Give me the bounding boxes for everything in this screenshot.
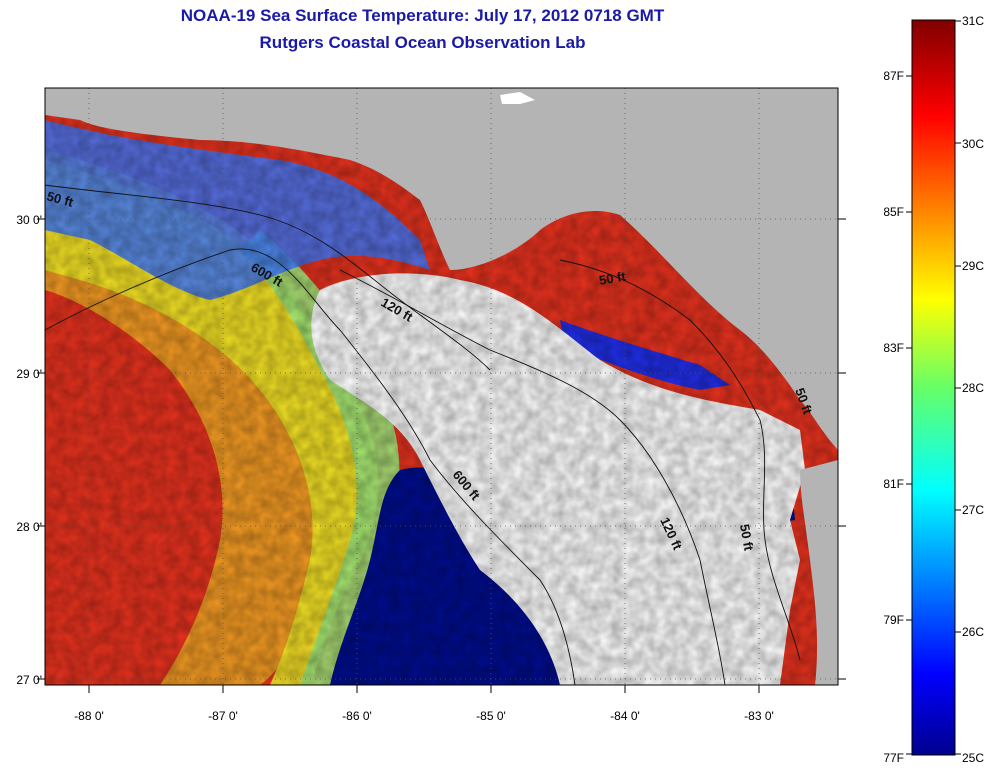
contour-600ft [45,248,576,685]
contour-label-50ft-south: 50 ft [737,523,757,553]
lat-label-27: 27 0' [16,673,42,687]
lon-label-87: -87 0' [208,709,238,723]
map-frame [44,87,839,686]
contour-50ft-east [559,259,801,661]
colorbar-ticks [906,20,961,755]
colorbar-label-87f: 87F [883,69,904,83]
colorbar-label-29c: 29C [962,259,984,273]
lon-label-88: -88 0' [74,709,104,723]
contour-120ft [339,269,726,685]
lat-label-29: 29 0' [16,367,42,381]
land-northern-gulf-coast [45,88,838,450]
land-florida-peninsula [800,460,838,685]
lon-label-85: -85 0' [476,709,506,723]
colorbar-label-26c: 26C [962,625,984,639]
map-title: NOAA-19 Sea Surface Temperature: July 17… [180,6,665,25]
colorbar-label-79f: 79F [883,613,904,627]
lat-label-28: 28 0' [16,520,42,534]
lat-label-30: 30 0' [16,213,42,227]
colorbar-label-83f: 83F [883,341,904,355]
lon-label-86: -86 0' [342,709,372,723]
graticule-grid [45,88,838,685]
colorbar-label-77f: 77F [883,751,904,765]
lon-label-84: -84 0' [610,709,640,723]
lon-label-83: -83 0' [744,709,774,723]
colorbar-label-27c: 27C [962,503,984,517]
colorbar-label-28c: 28C [962,381,984,395]
colorbar-label-30c: 30C [962,137,984,151]
axis-ticks [37,218,846,693]
contour-50ft-west [45,184,491,371]
lake-inland [500,92,535,104]
map-area: 50 ft 600 ft 120 ft 50 ft 600 ft 120 ft … [45,88,838,685]
contour-label-50ft-bigbend: 50 ft [598,268,628,288]
contour-label-50ft-west: 50 ft [45,188,75,210]
colorbar-gradient [911,19,956,756]
colorbar-label-85f: 85F [883,205,904,219]
colorbar-label-81f: 81F [883,477,904,491]
colorbar-label-31c: 31C [962,14,984,28]
colorbar-label-25c: 25C [962,751,984,765]
map-subtitle: Rutgers Coastal Ocean Observation Lab [259,33,586,52]
